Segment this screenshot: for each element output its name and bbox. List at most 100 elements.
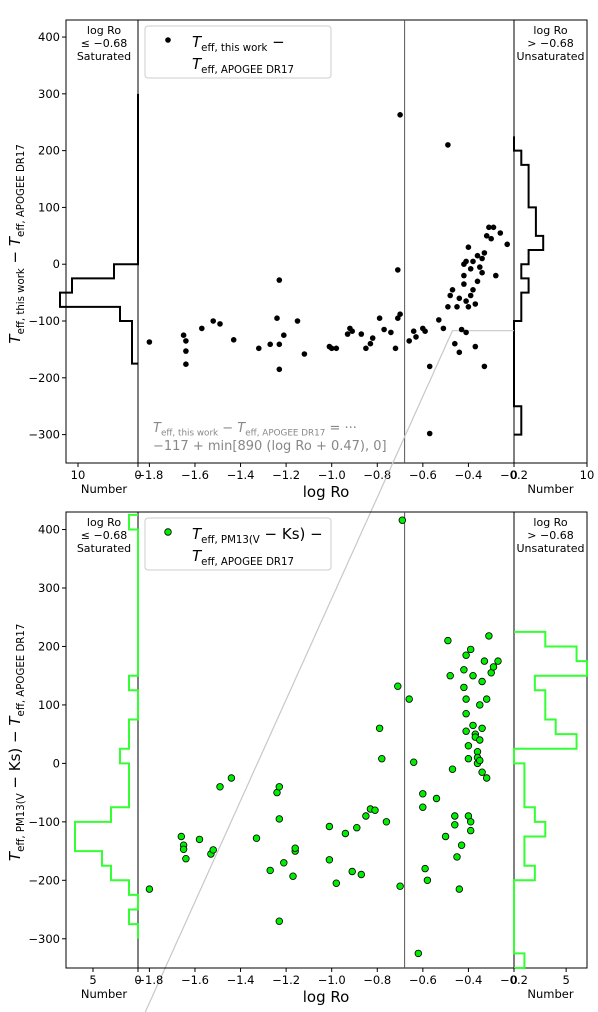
y-tick-label: 300 (38, 581, 60, 595)
data-point (470, 258, 476, 265)
y-tick-label: 200 (38, 144, 60, 158)
data-point (419, 803, 427, 811)
data-point (266, 866, 274, 875)
data-point (456, 349, 463, 356)
data-point (494, 657, 502, 665)
data-point (490, 224, 497, 231)
data-point (456, 295, 463, 302)
plot-frame (65, 511, 588, 969)
data-point (398, 516, 406, 524)
x-tick-label: −1.6 (181, 468, 209, 482)
data-point (486, 224, 492, 231)
data-point (470, 287, 476, 293)
data-point (216, 783, 224, 791)
data-point (476, 736, 484, 744)
data-point (395, 267, 401, 273)
data-point (432, 794, 441, 803)
y-tick-label: 0 (53, 257, 60, 271)
y-tick-label: −200 (28, 873, 60, 887)
data-point (369, 335, 376, 341)
data-point (454, 304, 460, 310)
x-tick-label: −1.2 (272, 973, 300, 987)
right-panel-title-line: log Ro (533, 516, 567, 529)
data-point (453, 853, 461, 861)
data-point (252, 834, 261, 842)
data-point (474, 252, 481, 259)
data-point (478, 768, 486, 776)
right-hist-tick-label: 0 (510, 468, 517, 482)
data-point (396, 882, 404, 890)
data-point (483, 233, 490, 239)
data-point (467, 818, 475, 826)
y-tick-label: −300 (28, 428, 60, 442)
data-point (485, 632, 493, 640)
y-tick-label: 400 (38, 30, 60, 44)
data-point (406, 338, 413, 344)
data-point (353, 824, 361, 832)
x-tick-label: −1.8 (135, 468, 163, 482)
data-point (504, 241, 511, 248)
data-point (301, 351, 308, 357)
data-point (276, 277, 283, 283)
data-point (483, 774, 491, 782)
data-point (465, 244, 472, 250)
data-point (445, 142, 451, 148)
data-point (326, 343, 333, 350)
data-point (457, 841, 466, 849)
data-point (493, 272, 499, 279)
data-point (357, 870, 365, 879)
data-point (462, 710, 470, 718)
data-point (467, 826, 475, 835)
data-point (488, 235, 495, 242)
data-point (291, 844, 299, 852)
data-point (426, 363, 433, 370)
data-point (392, 345, 399, 352)
data-point (410, 328, 417, 335)
data-point (478, 724, 486, 732)
data-point (481, 250, 488, 256)
data-point (325, 856, 334, 864)
left-hist-tick-label: 5 (89, 973, 96, 987)
data-point (422, 328, 428, 335)
fit-equation-line2: −117 + min[890 (log Ro + 0.47), 0] (153, 439, 387, 454)
x-tick-label: −0.2 (500, 973, 528, 987)
x-tick-label: −1.4 (227, 468, 255, 482)
data-point (444, 636, 452, 645)
data-point (474, 278, 481, 285)
data-point (267, 341, 274, 348)
x-tick-label: −1.2 (272, 468, 300, 482)
data-point (230, 337, 237, 343)
left-hist-tick-label: 0 (134, 468, 141, 482)
data-point (467, 292, 474, 299)
data-point (255, 345, 262, 352)
data-point (344, 331, 351, 337)
data-point (460, 683, 468, 692)
x-axis-label: log Ro (303, 483, 350, 501)
x-tick-label: −1.6 (181, 973, 209, 987)
data-point (227, 774, 236, 782)
x-tick-label: −0.6 (409, 973, 437, 987)
data-point (464, 742, 473, 750)
data-point (275, 815, 283, 823)
data-point (441, 832, 450, 841)
data-point (436, 317, 442, 323)
left-hist-tick-label: 10 (71, 468, 86, 482)
right-panel-title-line: > −0.68 (527, 37, 573, 50)
left-histogram (74, 513, 139, 939)
data-point (467, 266, 474, 272)
legend-label-line1: Teff, this work − (192, 33, 285, 54)
data-point (446, 672, 454, 680)
legend-marker (165, 37, 171, 43)
right-panel-title-line: > −0.68 (527, 529, 573, 542)
left-hist-xlabel: Number (81, 482, 127, 496)
data-point (479, 269, 485, 276)
x-tick-label: −1.0 (318, 468, 346, 482)
data-point (183, 348, 189, 354)
right-hist-xlabel: Number (527, 987, 573, 1001)
data-point (146, 339, 153, 345)
data-point (363, 345, 369, 352)
y-tick-label: −300 (28, 932, 60, 946)
data-point (461, 272, 467, 279)
data-point (451, 821, 459, 829)
data-point (448, 765, 457, 773)
